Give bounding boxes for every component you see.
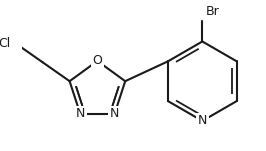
Text: N: N — [76, 107, 85, 120]
Text: Cl: Cl — [0, 37, 10, 50]
Text: N: N — [198, 114, 207, 127]
Text: N: N — [110, 107, 119, 120]
Text: Br: Br — [205, 5, 219, 18]
Text: O: O — [93, 55, 102, 67]
